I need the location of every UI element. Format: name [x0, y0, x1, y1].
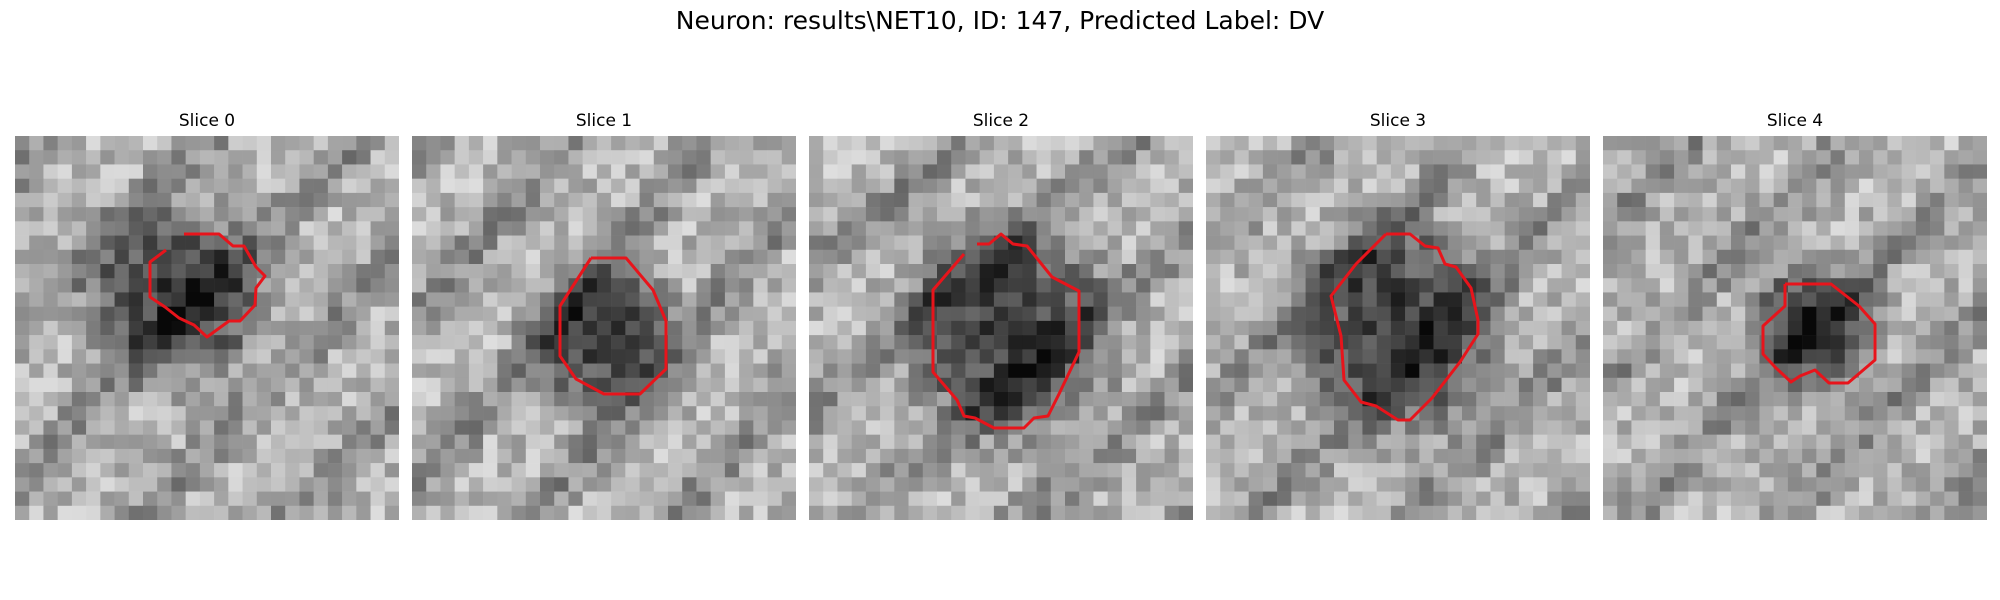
roi-contour: [148, 232, 267, 339]
slice-panel-2: Slice 2: [809, 106, 1193, 520]
slice-image-3: [1206, 136, 1590, 520]
slice-panel-3: Slice 3: [1206, 106, 1590, 520]
pixel-grid: [412, 136, 796, 520]
pixel-grid: [15, 136, 399, 520]
figure-title: Neuron: results\NET10, ID: 147, Predicte…: [675, 6, 1325, 35]
slice-panel-0: Slice 0: [15, 106, 399, 520]
slice-panel-1: Slice 1: [412, 106, 796, 520]
pixel-grid: [1206, 136, 1590, 520]
roi-contour: [931, 232, 1081, 430]
slice-image-0: [15, 136, 399, 520]
slice-image-2: [809, 136, 1193, 520]
roi-contour: [558, 256, 668, 396]
pixel-grid: [809, 136, 1193, 520]
slice-panel-4: Slice 4: [1603, 106, 1987, 520]
slice-title: Slice 4: [1766, 111, 1824, 131]
slice-title: Slice 2: [972, 111, 1030, 131]
pixel-grid: [1603, 136, 1987, 520]
slice-title: Slice 3: [1369, 111, 1427, 131]
slice-image-1: [412, 136, 796, 520]
slice-title: Slice 1: [575, 111, 633, 131]
slice-image-4: [1603, 136, 1987, 520]
roi-contour: [1329, 232, 1480, 422]
slice-title: Slice 0: [178, 111, 236, 131]
roi-contour: [1761, 282, 1877, 385]
